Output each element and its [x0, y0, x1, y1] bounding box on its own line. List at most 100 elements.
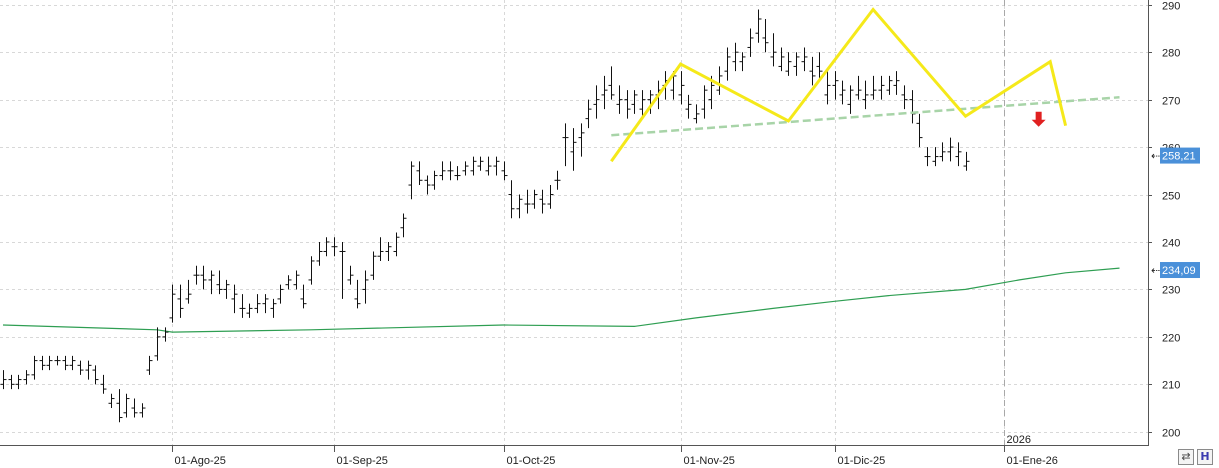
ohlc-bar — [347, 265, 354, 285]
ohlc-bar — [693, 104, 700, 124]
ohlc-bar — [539, 189, 546, 214]
ohlc-bar — [762, 18, 769, 53]
y-tick-label: 200 — [1162, 428, 1180, 440]
ohlc-bar — [701, 85, 708, 119]
ohlc-bar — [470, 156, 477, 176]
x-tick-label: 01-Sep-25 — [337, 455, 388, 467]
ohlc-bar — [200, 265, 207, 290]
last-price-badge-pointer: ⇠ — [1151, 151, 1160, 163]
y-tick-label: 210 — [1162, 380, 1180, 392]
x-tick-label: 01-Oct-25 — [507, 455, 556, 467]
ohlc-bar — [755, 9, 762, 43]
ohlc-bar — [123, 393, 130, 418]
ohlc-bar — [685, 94, 692, 119]
ohlc-bar — [824, 71, 831, 105]
ohlc-bar — [732, 42, 739, 72]
ohlc-bar — [501, 161, 508, 181]
ohlc-bar — [293, 270, 300, 290]
h-button[interactable]: H — [1197, 449, 1213, 465]
neckline — [611, 96, 1120, 137]
ohlc-bar — [439, 161, 446, 181]
ohlc-bar — [285, 275, 292, 290]
ohlc-bar — [108, 393, 115, 409]
ohlc-bar — [431, 170, 438, 190]
ohlc-bar — [246, 303, 253, 318]
ohlc-bar — [408, 161, 415, 200]
ohlc-bar — [162, 327, 169, 342]
compare-icon[interactable]: ⇄ — [1178, 449, 1194, 465]
ohlc-bar — [308, 256, 315, 285]
ohlc-bar — [323, 237, 330, 257]
ohlc-bar — [23, 370, 30, 385]
ohlc-bar — [116, 389, 123, 423]
x-tick-label: 01-Ene-26 — [1007, 455, 1058, 467]
ohlc-bar — [886, 75, 893, 95]
ohlc-bar — [493, 156, 500, 176]
ohlc-bar — [393, 232, 400, 257]
ohlc-bar — [554, 170, 561, 190]
ohlc-bar — [716, 66, 723, 95]
ohlc-bar — [839, 80, 846, 105]
ohlc-bar — [724, 47, 731, 81]
ohlc-bar — [770, 33, 777, 67]
x-tick-label: 01-Ago-25 — [175, 455, 226, 467]
price-bars — [0, 9, 970, 423]
ohlc-bar — [801, 47, 808, 72]
last-price-badge-box — [1160, 147, 1200, 164]
ohlc-bar — [855, 75, 862, 100]
ohlc-bar — [562, 123, 569, 167]
ohlc-bar — [15, 374, 22, 390]
ohlc-bar — [85, 360, 92, 380]
moving-average-badge-pointer: ⇠ — [1151, 265, 1160, 277]
ohlc-bar — [631, 90, 638, 114]
ohlc-bar — [92, 365, 99, 385]
x-tick-label: 01-Nov-25 — [684, 455, 735, 467]
ohlc-bar — [0, 370, 7, 390]
ohlc-bar — [624, 90, 631, 119]
ohlc-bar — [862, 80, 869, 110]
ohlc-bar — [847, 85, 854, 114]
ohlc-bar — [809, 56, 816, 86]
ohlc-bar — [601, 75, 608, 110]
ohlc-bar — [454, 166, 461, 181]
ohlc-bar — [947, 137, 954, 162]
ohlc-bar — [339, 241, 346, 299]
ohlc-bar — [578, 123, 585, 157]
moving-average-line — [2, 267, 1120, 333]
ohlc-bar — [262, 294, 269, 314]
ohlc-bar — [100, 374, 107, 394]
ohlc-bar — [316, 241, 323, 266]
ohlc-bar — [154, 327, 161, 361]
ohlc-bar — [270, 298, 277, 318]
ohlc-bar — [54, 355, 61, 366]
y-tick-label: 230 — [1162, 285, 1180, 297]
ohlc-bar — [547, 185, 554, 209]
ohlc-bar — [185, 279, 192, 304]
ohlc-bar — [62, 355, 69, 371]
ohlc-bar — [354, 279, 361, 309]
ohlc-bar — [223, 279, 230, 299]
ohlc-bar — [370, 251, 377, 280]
ohlc-bar — [747, 28, 754, 57]
ohlc-bar — [39, 355, 46, 371]
ohlc-bar — [832, 71, 839, 100]
ohlc-bar — [462, 161, 469, 176]
ohlc-bar — [893, 71, 900, 95]
ohlc-bar — [593, 85, 600, 119]
y-tick-label: 240 — [1162, 238, 1180, 250]
moving-average-badge-label: 234,09 — [1162, 265, 1196, 277]
ohlc-bar — [939, 142, 946, 162]
ohlc-bar — [524, 189, 531, 214]
ohlc-bar — [778, 47, 785, 72]
ohlc-bar — [208, 270, 215, 295]
ohlc-bar — [608, 66, 615, 100]
ohlc-bar — [570, 128, 577, 171]
grid — [0, 0, 1148, 446]
moving-average-badge-box — [1160, 262, 1200, 279]
plot-area — [0, 0, 1148, 446]
ohlc-bar — [485, 156, 492, 176]
ohlc-bar — [46, 355, 53, 371]
ohlc-bar — [447, 161, 454, 181]
ohlc-bar — [139, 403, 146, 418]
